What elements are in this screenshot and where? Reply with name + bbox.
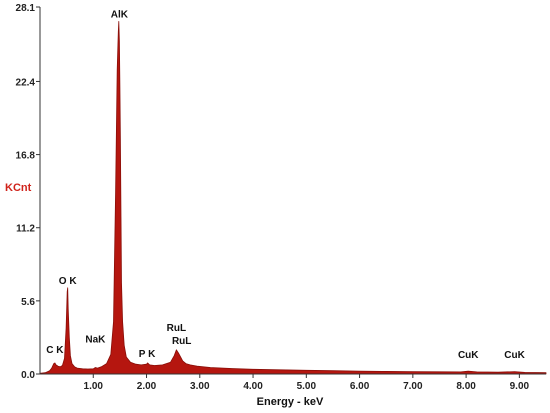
x-tick-label: 7.00 [403,381,423,392]
peak-label: RuL [172,336,191,347]
peak-label: AlK [111,9,129,20]
y-tick-label: 22.4 [16,77,36,88]
x-tick-label: 3.00 [190,381,210,392]
x-tick-label: 8.00 [456,381,476,392]
x-axis-ticks: 1.00 2.00 3.00 4.00 5.00 6.00 7.00 8.00 9.00 [84,374,530,392]
y-tick-label: 0.0 [21,370,35,381]
x-axis-title: Energy - keV [257,396,324,408]
x-tick-label: 4.00 [243,381,263,392]
peak-label: C K [46,345,64,356]
peak-label: P K [139,349,156,360]
x-tick-label: 2.00 [137,381,157,392]
y-axis-ticks: 0.0 5.6 11.2 16.8 22.4 28.1 [16,3,40,381]
y-tick-label: 5.6 [21,297,35,308]
peak-label: CuK [504,350,525,361]
spectrum-area [39,21,547,375]
y-axis-title: KCnt [5,182,32,194]
x-tick-label: 5.00 [297,381,317,392]
peak-labels: C K O K NaK AlK P K RuL RuL CuK CuK [46,9,525,361]
peak-label: NaK [85,335,106,346]
y-tick-label: 28.1 [16,3,36,14]
y-tick-label: 16.8 [16,151,36,162]
y-tick-label: 11.2 [16,224,35,235]
x-tick-label: 6.00 [350,381,370,392]
peak-label: O K [59,276,78,287]
x-tick-label: 9.00 [510,381,530,392]
x-tick-label: 1.00 [84,381,104,392]
peak-label: RuL [167,323,186,334]
peak-label: CuK [458,350,479,361]
